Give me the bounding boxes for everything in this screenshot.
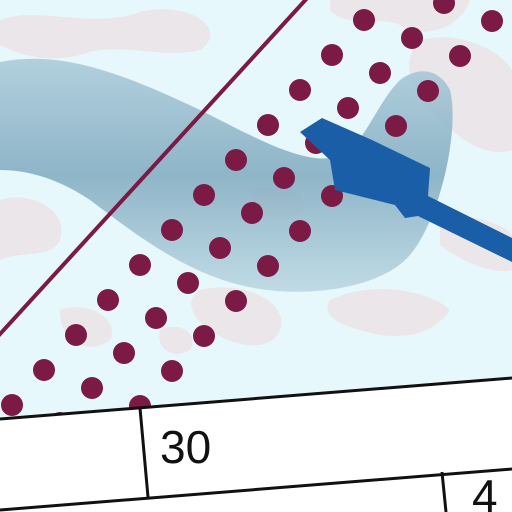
sheet-label-corner: 4 (472, 470, 498, 512)
zone-dot (161, 360, 183, 382)
zone-dot (193, 325, 215, 347)
snow-patch (191, 287, 282, 346)
zone-dot (289, 79, 311, 101)
zone-dot (369, 62, 391, 84)
zone-dot (289, 220, 311, 242)
zone-dot (81, 377, 103, 399)
snow-patch (159, 326, 193, 354)
zone-dot (353, 9, 375, 31)
zone-dot (225, 149, 247, 171)
water-channel (300, 118, 512, 262)
boundary-line (0, 0, 312, 347)
zone-dot (33, 359, 55, 381)
zone-dot (177, 272, 199, 294)
zone-dot (401, 27, 423, 49)
snow-patch (327, 289, 450, 336)
sheet-divider-right (440, 471, 448, 512)
zone-dot (113, 342, 135, 364)
zone-dot (1, 394, 23, 416)
zone-dot (337, 97, 359, 119)
sheet-label-center: 30 (160, 421, 211, 473)
zone-dot (257, 255, 279, 277)
zone-dot (209, 237, 231, 259)
zone-dot (481, 10, 503, 32)
sheet-border-middle (0, 467, 512, 512)
zone-dot (241, 202, 263, 224)
zone-dot (65, 324, 87, 346)
snow-patch (0, 9, 211, 59)
zone-dot (321, 44, 343, 66)
zone-dot (433, 0, 455, 14)
zone-dot (193, 184, 215, 206)
snow-patch (0, 197, 62, 260)
zone-dot (273, 167, 295, 189)
sheet-border-top (0, 376, 512, 421)
zone-dot (97, 289, 119, 311)
snow-patch (409, 37, 512, 152)
zone-dot (257, 114, 279, 136)
zone-dot (145, 307, 167, 329)
sheet-divider-left (138, 407, 150, 498)
zone-dot (385, 115, 407, 137)
sheet-index-grid: 30 4 (0, 376, 512, 512)
zone-dot (129, 254, 151, 276)
zone-dot (225, 290, 247, 312)
zone-dot (449, 45, 471, 67)
zone-dot (417, 80, 439, 102)
glacier (0, 58, 453, 292)
zone-dot (161, 219, 183, 241)
